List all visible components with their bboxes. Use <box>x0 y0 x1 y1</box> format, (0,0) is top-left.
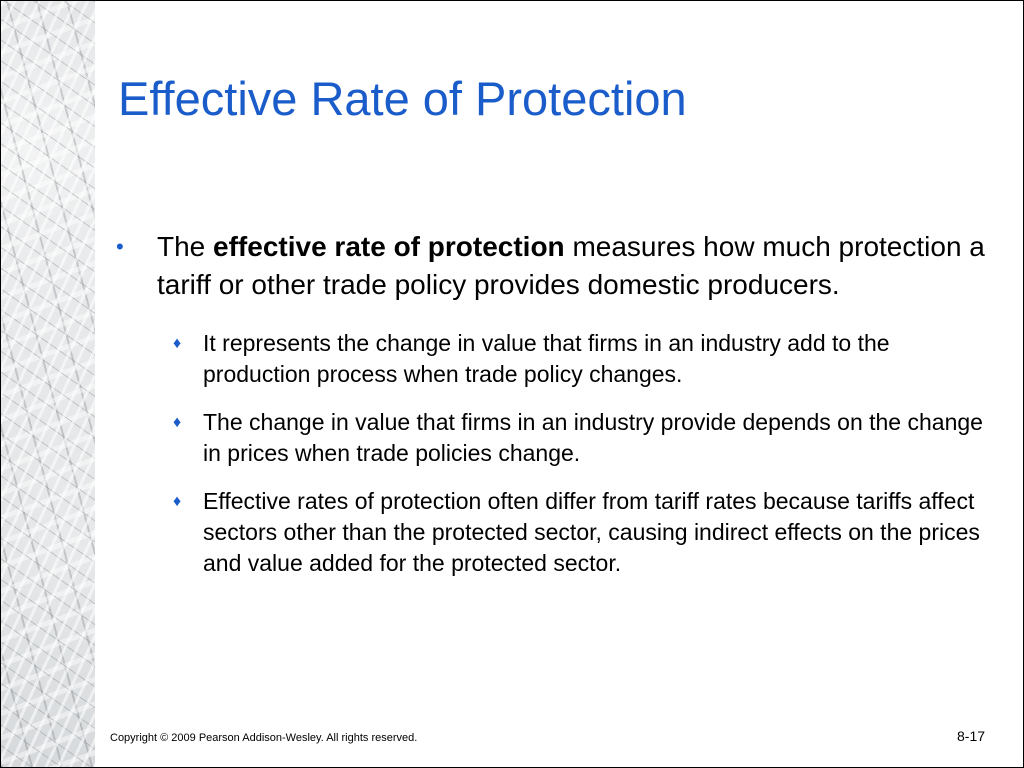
diamond-bullet-icon: ♦ <box>173 414 182 431</box>
main-bullet-text-end: measures how much protection a tariff or… <box>157 231 985 300</box>
sub-bullet: ♦ It represents the change in value that… <box>173 328 986 390</box>
sub-bullet-text: The change in value that firms in an ind… <box>203 409 983 466</box>
bullet-dot-icon: • <box>116 234 124 259</box>
diamond-bullet-icon: ♦ <box>173 493 182 510</box>
main-bullet: • The effective rate of protection measu… <box>116 228 986 304</box>
main-bullet-text-start: The <box>157 231 214 262</box>
slide-title: Effective Rate of Protection <box>118 72 687 125</box>
marble-texture-band <box>1 1 95 767</box>
sub-bullet-text: It represents the change in value that f… <box>203 330 890 387</box>
slide-number: 8-17 <box>957 728 986 744</box>
diamond-bullet-icon: ♦ <box>173 335 182 352</box>
slide-body: • The effective rate of protection measu… <box>116 228 986 579</box>
sub-bullet: ♦ Effective rates of protection often di… <box>173 486 986 579</box>
copyright-notice: Copyright © 2009 Pearson Addison-Wesley.… <box>110 732 418 744</box>
sub-bullet: ♦ The change in value that firms in an i… <box>173 407 986 469</box>
sub-bullet-text: Effective rates of protection often diff… <box>203 488 980 576</box>
main-bullet-bold-term: effective rate of protection <box>213 231 565 262</box>
